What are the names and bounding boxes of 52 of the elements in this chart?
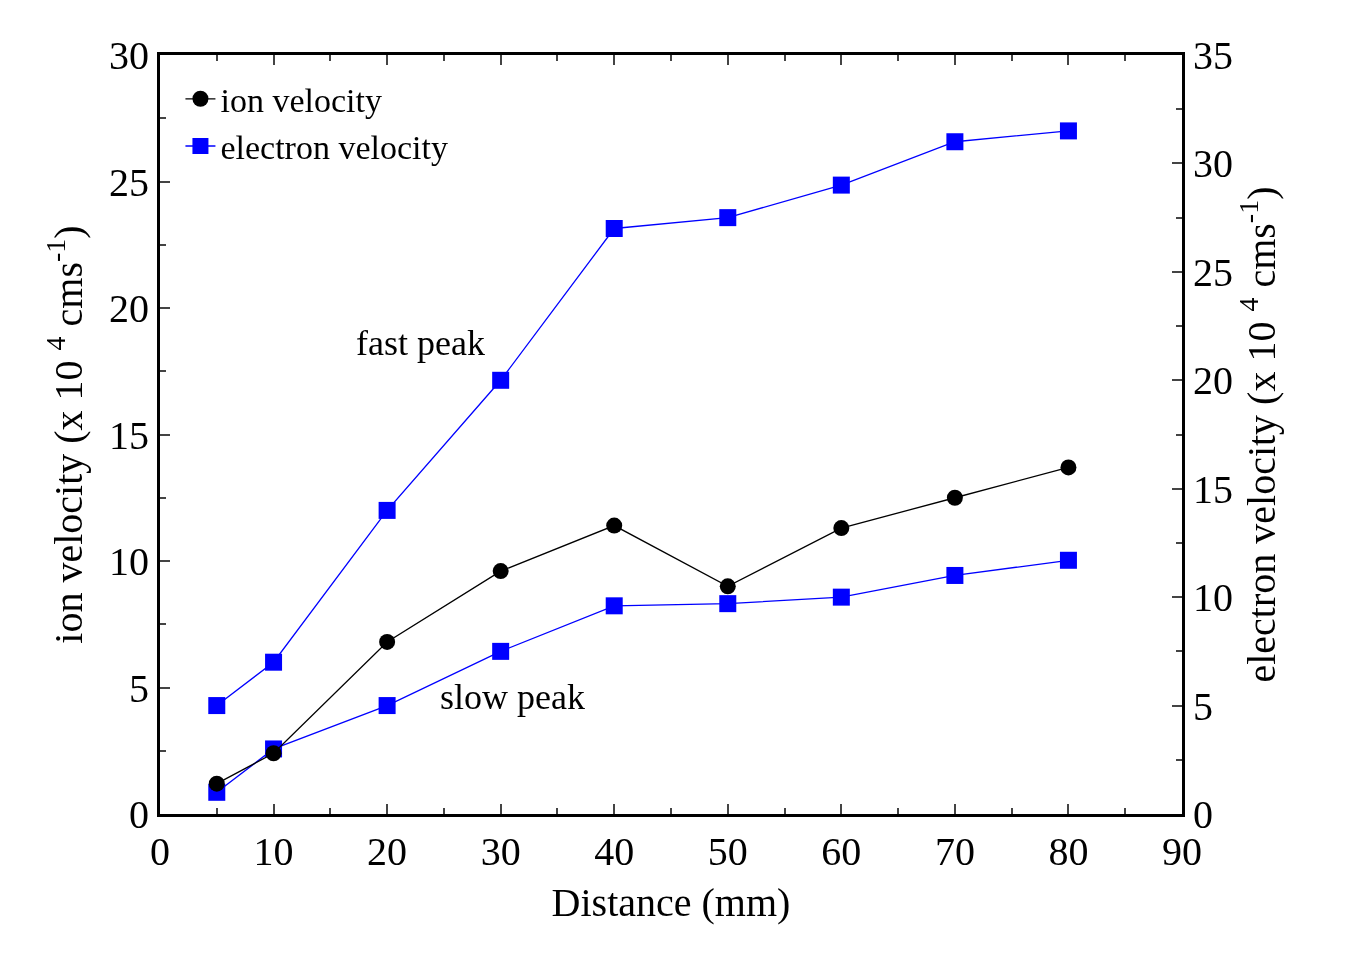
point [832, 588, 850, 606]
x-tick-label: 10 [253, 829, 294, 874]
point [833, 520, 850, 537]
y2-tick-label: 30 [1193, 141, 1233, 187]
point [946, 133, 964, 151]
point [719, 209, 737, 227]
annotation: fast peak [356, 323, 485, 363]
y-tick-label: 10 [109, 539, 149, 584]
y-tick-label: 15 [109, 412, 149, 458]
x-tick-label: 40 [594, 829, 635, 874]
y-tick-label: 20 [109, 286, 149, 331]
legend-label: ion velocity [220, 82, 382, 120]
point [208, 775, 225, 792]
x-tick-label: 60 [821, 829, 862, 874]
point [719, 578, 736, 595]
x-tick-label: 70 [934, 829, 975, 874]
point [492, 642, 510, 660]
point [946, 566, 964, 584]
point [605, 219, 623, 237]
y2-tick-label: 25 [1193, 249, 1233, 295]
x-tick-label: 80 [1048, 829, 1089, 874]
point [605, 597, 623, 615]
point [492, 371, 510, 389]
point [378, 501, 396, 519]
y2-tick-label: 15 [1193, 466, 1233, 512]
y-tick-label: 30 [109, 33, 149, 78]
x-tick-label: 20 [367, 829, 408, 874]
x-axis-title: Distance (mm) [551, 879, 791, 925]
y2-tick-label: 10 [1193, 575, 1233, 621]
point [378, 697, 396, 715]
point [1060, 459, 1077, 476]
annotation: slow peak [440, 677, 585, 717]
point [265, 745, 282, 762]
point [719, 595, 737, 613]
x-tick-label: 50 [707, 829, 748, 874]
point [379, 633, 396, 650]
y2-tick-label: 20 [1193, 358, 1233, 404]
y-tick-label: 0 [129, 792, 149, 837]
y-tick-label: 25 [109, 159, 149, 205]
point [208, 697, 226, 715]
point [265, 653, 283, 671]
point [832, 176, 850, 194]
point [492, 563, 509, 580]
point [1059, 122, 1077, 140]
y-tick-label: 5 [129, 665, 149, 711]
x-tick-label: 30 [480, 829, 521, 874]
legend-label: electron velocity [220, 129, 448, 167]
y2-tick-label: 35 [1193, 33, 1233, 78]
point [1059, 551, 1077, 569]
point [946, 489, 963, 506]
y2-tick-label: 5 [1193, 683, 1213, 729]
point [606, 517, 623, 534]
